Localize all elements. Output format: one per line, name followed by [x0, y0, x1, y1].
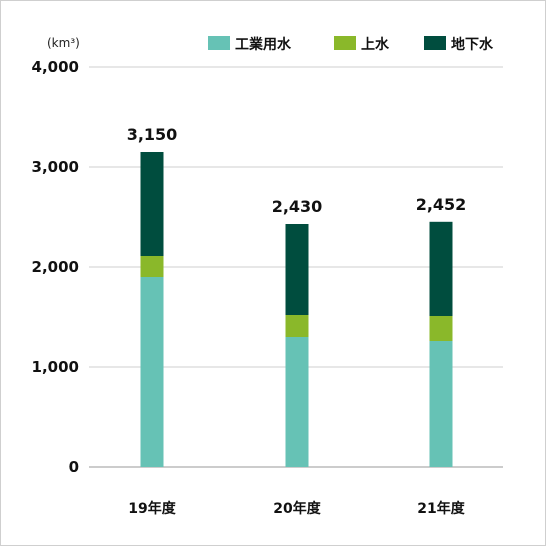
total-label: 3,150 — [127, 125, 178, 144]
legend-swatch — [424, 36, 446, 50]
total-label: 2,430 — [272, 197, 323, 216]
legend-swatch — [334, 36, 356, 50]
bar-segment — [429, 221, 453, 316]
legend-label: 地下水 — [451, 36, 494, 53]
bar-segment — [140, 277, 164, 467]
legend: 工業用水 上水 地下水 — [208, 36, 494, 53]
bar-segment — [285, 315, 309, 337]
bar-layer — [140, 152, 453, 467]
legend-swatch — [208, 36, 230, 50]
bar-segment — [285, 224, 309, 315]
legend-item: 工業用水 — [208, 36, 292, 53]
x-tick-label: 21年度 — [417, 500, 465, 517]
y-tick-label: 3,000 — [32, 158, 79, 176]
legend-item: 上水 — [334, 36, 390, 53]
legend-item: 地下水 — [424, 36, 494, 53]
y-tick-label: 4,000 — [32, 58, 79, 76]
label-layer: 0 1,000 2,000 3,000 4,000 (km³) 3,150 19年度 2,430… — [32, 36, 467, 517]
x-tick-label: 20年度 — [273, 500, 321, 517]
bar-segment — [429, 316, 453, 341]
bar-segment — [429, 341, 453, 467]
x-tick-label: 19年度 — [128, 500, 176, 517]
bar-segment — [140, 256, 164, 277]
bar-segment — [285, 337, 309, 467]
bar-segment — [140, 152, 164, 256]
y-tick-label: 2,000 — [32, 258, 79, 276]
y-unit-label: (km³) — [47, 36, 80, 50]
legend-label: 上水 — [361, 36, 390, 53]
y-tick-label: 0 — [69, 458, 79, 476]
total-label: 2,452 — [416, 195, 467, 214]
y-tick-label: 1,000 — [32, 358, 79, 376]
legend-label: 工業用水 — [235, 36, 292, 53]
